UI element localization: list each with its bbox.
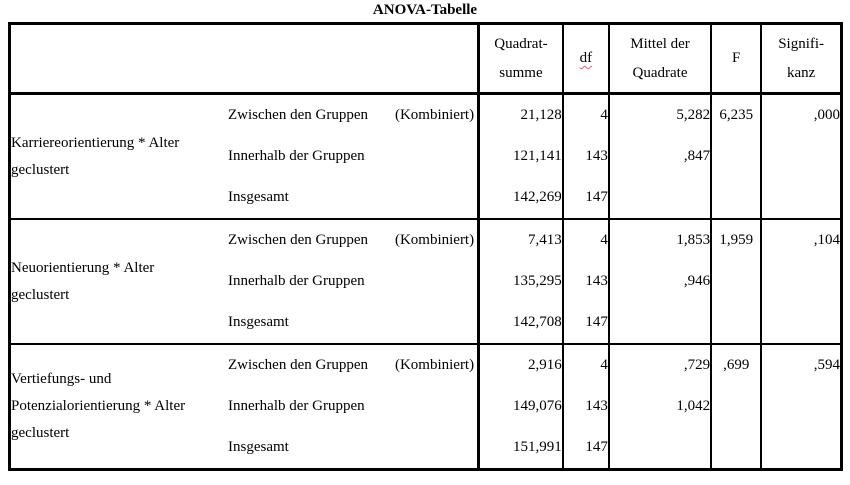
- row-label: Zwischen den Gruppen (Kombiniert): [228, 218, 479, 261]
- cell-signifikanz: [760, 302, 842, 344]
- kombiniert-label: (Kombiniert): [394, 232, 475, 248]
- cell-mittel: ,847: [607, 136, 712, 177]
- cell-f: [710, 386, 762, 427]
- table-row: Innerhalb der Gruppen 149,076 143 1,042: [10, 386, 842, 427]
- header-f: F: [710, 23, 762, 95]
- cell-df: 4: [561, 93, 609, 136]
- cell-quadratsumme: 149,076: [477, 386, 563, 427]
- kombiniert-label: (Kombiniert): [394, 107, 475, 123]
- cell-signifikanz: [760, 136, 842, 177]
- cell-mittel: [607, 177, 712, 219]
- header-signifikanz: Signifi- kanz: [760, 23, 842, 95]
- table-title: ANOVA-Tabelle: [372, 2, 478, 18]
- header-df-label: df: [579, 50, 593, 66]
- row-label: Insgesamt: [228, 189, 289, 205]
- row-label: Innerhalb der Gruppen: [228, 273, 365, 289]
- cell-f: [710, 261, 762, 302]
- cell-quadratsumme: 21,128: [477, 93, 563, 136]
- cell-signifikanz: [760, 386, 842, 427]
- cell-mittel: 1,042: [607, 386, 712, 427]
- row-label: Insgesamt: [228, 439, 289, 455]
- row-label: Zwischen den Gruppen (Kombiniert): [228, 94, 479, 137]
- table-row: Insgesamt 151,991 147: [10, 427, 842, 470]
- kombiniert-label: (Kombiniert): [394, 357, 475, 373]
- cell-df: 4: [561, 218, 609, 261]
- cell-f: [710, 136, 762, 177]
- table-header: Quadrat- summe df Mittel der Quadrate F …: [9, 23, 842, 95]
- table-row: Karriereorientierung * Alter geclustert …: [10, 93, 842, 178]
- cell-quadratsumme: 2,916: [477, 343, 563, 386]
- cell-df: 147: [561, 302, 609, 344]
- cell-f: [710, 177, 762, 219]
- table-row: Innerhalb der Gruppen 135,295 143 ,946: [10, 261, 842, 302]
- header-row: Quadrat- summe df Mittel der Quadrate F …: [9, 23, 842, 95]
- cell-quadratsumme: 151,991: [477, 427, 563, 470]
- header-empty-cell: [9, 23, 479, 95]
- row-label-text: Zwischen den Gruppen: [228, 232, 368, 248]
- table-row: Insgesamt 142,708 147: [10, 302, 842, 344]
- header-mittel-line2: Quadrate: [632, 64, 688, 81]
- header-signifikanz-line1: Signifi-: [778, 35, 825, 52]
- cell-signifikanz: ,000: [760, 93, 842, 136]
- row-label: Innerhalb der Gruppen: [228, 148, 365, 164]
- cell-signifikanz: ,104: [760, 218, 842, 261]
- cell-df: 147: [561, 177, 609, 219]
- table-row: Neuorientierung * Alter geclustert Zwisc…: [9, 218, 842, 344]
- cell-mittel: 1,853: [607, 218, 712, 261]
- table-body: Karriereorientierung * Alter geclustert …: [9, 93, 842, 470]
- cell-df: 4: [561, 343, 609, 386]
- cell-df: 147: [561, 427, 609, 470]
- cell-signifikanz: [760, 261, 842, 302]
- header-mittel-line1: Mittel der: [630, 35, 690, 52]
- row-group-label-vertiefungsorientierung: Vertiefungs- und Potenzialorientierung *…: [9, 343, 229, 470]
- cell-f: 6,235: [710, 93, 762, 136]
- header-quadratsumme: Quadrat- summe: [477, 23, 563, 95]
- header-quadratsumme-line2: summe: [499, 64, 543, 81]
- cell-mittel: [607, 427, 712, 470]
- row-label: Insgesamt: [228, 314, 289, 330]
- row-label: Zwischen den Gruppen (Kombiniert): [228, 343, 479, 386]
- header-signifikanz-line2: kanz: [786, 64, 816, 81]
- row-label: Innerhalb der Gruppen: [228, 398, 365, 414]
- row-label-text: Zwischen den Gruppen: [228, 107, 368, 123]
- header-quadratsumme-line1: Quadrat-: [494, 35, 548, 52]
- cell-mittel: [607, 302, 712, 344]
- cell-signifikanz: [760, 177, 842, 219]
- cell-df: 143: [561, 386, 609, 427]
- cell-f: [710, 427, 762, 470]
- cell-quadratsumme: 142,708: [477, 302, 563, 344]
- cell-signifikanz: ,594: [760, 343, 842, 386]
- table-row: Vertiefungs- und Potenzialorientierung *…: [9, 343, 842, 470]
- cell-mittel: 5,282: [607, 93, 712, 136]
- cell-quadratsumme: 121,141: [477, 136, 563, 177]
- cell-quadratsumme: 7,413: [477, 218, 563, 261]
- cell-signifikanz: [760, 427, 842, 470]
- table-row: Insgesamt 142,269 147: [10, 177, 842, 219]
- header-mittel: Mittel der Quadrate: [607, 23, 712, 95]
- cell-mittel: ,729: [607, 343, 712, 386]
- header-f-label: F: [732, 50, 741, 66]
- anova-table: Quadrat- summe df Mittel der Quadrate F …: [8, 22, 843, 471]
- cell-quadratsumme: 142,269: [477, 177, 563, 219]
- header-df: df: [561, 23, 609, 95]
- cell-mittel: ,946: [607, 261, 712, 302]
- row-group-label-karriereorientierung: Karriereorientierung * Alter geclustert: [11, 134, 180, 178]
- cell-f: [710, 302, 762, 344]
- cell-df: 143: [561, 136, 609, 177]
- cell-quadratsumme: 135,295: [477, 261, 563, 302]
- cell-f: 1,959: [710, 218, 762, 261]
- table-row: Innerhalb der Gruppen 121,141 143 ,847: [10, 136, 842, 177]
- cell-f: ,699: [710, 343, 762, 386]
- cell-df: 143: [561, 261, 609, 302]
- row-group-label-neuorientierung: Neuorientierung * Alter geclustert: [9, 218, 229, 344]
- row-label-text: Zwischen den Gruppen: [228, 357, 368, 373]
